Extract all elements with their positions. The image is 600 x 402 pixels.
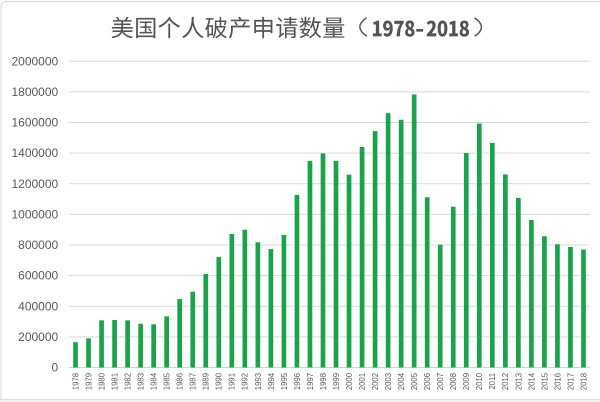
svg-text:1990: 1990 (215, 372, 224, 390)
svg-text:2009: 2009 (462, 373, 471, 390)
svg-text:1981: 1981 (110, 373, 119, 390)
svg-text:800000: 800000 (18, 238, 58, 252)
svg-text:2012: 2012 (501, 373, 510, 390)
svg-text:2007: 2007 (436, 373, 445, 390)
svg-text:1200000: 1200000 (11, 177, 58, 191)
svg-text:2000000: 2000000 (11, 54, 58, 68)
svg-text:1800000: 1800000 (11, 85, 58, 99)
svg-text:1999: 1999 (332, 373, 341, 390)
svg-text:1995: 1995 (280, 372, 289, 390)
svg-text:2010: 2010 (475, 372, 484, 390)
svg-text:1979: 1979 (84, 373, 93, 390)
svg-text:1985: 1985 (163, 372, 172, 390)
svg-text:2008: 2008 (449, 373, 458, 390)
svg-text:1997: 1997 (306, 373, 315, 390)
svg-text:1996: 1996 (293, 373, 302, 390)
svg-text:2001: 2001 (358, 373, 367, 390)
svg-text:1987: 1987 (189, 373, 198, 390)
svg-text:2017: 2017 (566, 373, 575, 390)
svg-text:200000: 200000 (18, 330, 58, 344)
svg-text:1980: 1980 (97, 372, 106, 390)
svg-text:1991: 1991 (228, 373, 237, 390)
svg-text:2005: 2005 (410, 372, 419, 390)
svg-text:1986: 1986 (176, 373, 185, 390)
svg-text:1400000: 1400000 (11, 146, 58, 160)
svg-text:1982: 1982 (124, 373, 133, 390)
svg-text:2014: 2014 (527, 372, 536, 390)
svg-text:600000: 600000 (18, 269, 58, 283)
svg-text:2002: 2002 (371, 373, 380, 390)
svg-text:2003: 2003 (384, 373, 393, 390)
svg-text:0: 0 (52, 361, 59, 375)
svg-text:2016: 2016 (553, 373, 562, 390)
svg-text:2015: 2015 (540, 372, 549, 390)
svg-text:2013: 2013 (514, 373, 523, 390)
svg-text:1989: 1989 (202, 373, 211, 390)
svg-text:1978: 1978 (71, 373, 80, 390)
svg-text:1994: 1994 (267, 372, 276, 390)
svg-text:1000000: 1000000 (11, 207, 58, 221)
svg-text:2018: 2018 (579, 373, 588, 390)
svg-text:1998: 1998 (319, 373, 328, 390)
svg-text:2004: 2004 (397, 372, 406, 390)
svg-text:1992: 1992 (241, 373, 250, 390)
svg-text:1984: 1984 (150, 372, 159, 390)
svg-text:2000: 2000 (345, 372, 354, 390)
svg-text:1993: 1993 (254, 373, 263, 390)
svg-text:2011: 2011 (488, 373, 497, 390)
svg-text:400000: 400000 (18, 299, 58, 313)
svg-text:1983: 1983 (137, 373, 146, 390)
svg-text:2006: 2006 (423, 373, 432, 390)
svg-text:1600000: 1600000 (11, 116, 58, 130)
